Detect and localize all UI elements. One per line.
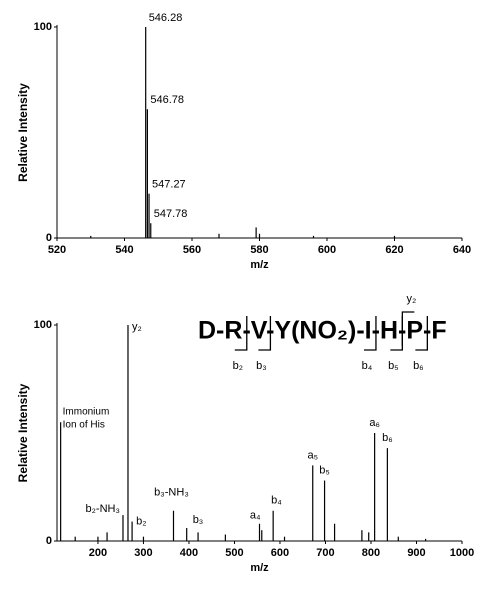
x-tick-label: 520 [48, 244, 66, 256]
y-tick-label: 0 [46, 232, 52, 244]
b-ion-label: b₃ [256, 360, 267, 372]
residue: V- [251, 317, 275, 345]
peak-label: b₅ [319, 464, 330, 476]
b-ion-label: b₂ [233, 360, 243, 372]
b-ion-label: b₄ [362, 360, 373, 372]
x-tick-label: 400 [180, 547, 198, 559]
peak-label: 547.27 [152, 179, 186, 191]
x-tick-label: 1000 [450, 547, 474, 559]
y-ion-label: y₂ [406, 293, 416, 305]
y-tick-label: 100 [34, 21, 52, 33]
x-axis-label: m/z [250, 562, 269, 574]
residue: D- [198, 317, 224, 345]
peak-label: a₄ [250, 510, 261, 522]
x-tick-label: 800 [362, 547, 380, 559]
peak-label: a₆ [369, 417, 380, 429]
x-tick-label: 600 [271, 547, 289, 559]
residue: Y(NO₂)- [274, 317, 364, 345]
x-tick-label: 200 [89, 547, 107, 559]
b-bracket [258, 316, 272, 351]
peak-label: b₆ [382, 432, 393, 444]
x-tick-label: 300 [134, 547, 152, 559]
y-tick-label: 100 [34, 319, 52, 331]
x-tick-label: 580 [250, 244, 268, 256]
peak-label: b₄ [271, 495, 282, 507]
peak-label: 547.78 [154, 208, 188, 220]
y-axis-label: Relative Intensity [16, 83, 30, 182]
peak-label: a₅ [307, 449, 318, 461]
peak-label: y₂ [132, 321, 142, 333]
residue: I- [365, 317, 380, 345]
b-ion-label: b₆ [413, 360, 424, 372]
b-ion-label: b₅ [388, 360, 399, 372]
b-bracket [234, 316, 248, 351]
peak-label: 546.78 [150, 94, 184, 106]
peak-label: Ion of His [63, 420, 105, 431]
x-axis-label: m/z [250, 259, 269, 271]
x-tick-label: 700 [316, 547, 334, 559]
peak-label: b₃-NH₃ [154, 487, 189, 499]
x-tick-label: 640 [453, 244, 471, 256]
x-tick-label: 600 [318, 244, 336, 256]
peak-label: b₂ [136, 515, 146, 527]
x-tick-label: 620 [385, 244, 403, 256]
x-tick-label: 540 [115, 244, 133, 256]
peak-label: Immonium [63, 407, 110, 418]
b-bracket [415, 316, 428, 351]
x-tick-label: 900 [407, 547, 425, 559]
residue: F [431, 317, 446, 345]
peak-label: b₃ [193, 514, 204, 526]
peak-label: b₂-NH₃ [86, 503, 120, 515]
x-tick-label: 560 [183, 244, 201, 256]
b-bracket [363, 316, 377, 351]
x-tick-label: 500 [225, 547, 243, 559]
y-tick-label: 0 [46, 535, 52, 547]
y-bracket [401, 311, 415, 346]
peak-label: 546.28 [149, 12, 183, 24]
y-axis-label: Relative Intensity [16, 383, 30, 482]
